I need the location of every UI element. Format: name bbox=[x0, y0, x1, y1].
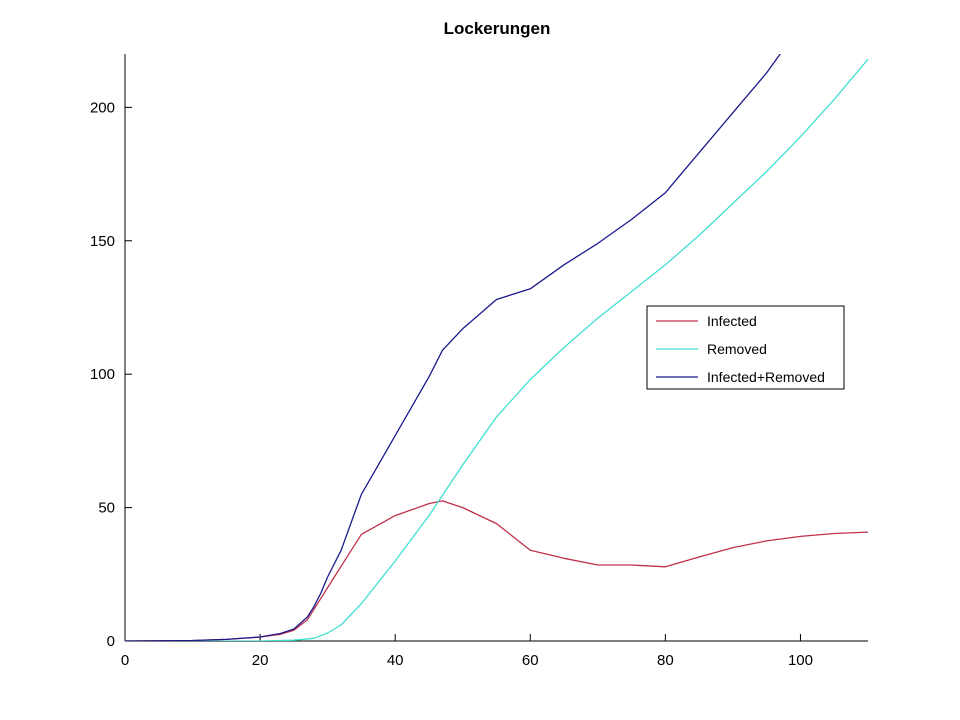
series-layer bbox=[125, 54, 868, 641]
y-tick-label: 200 bbox=[90, 99, 115, 116]
y-tick-label: 0 bbox=[107, 633, 115, 650]
x-tick-label: 20 bbox=[252, 652, 269, 669]
chart-title: Lockerungen bbox=[444, 19, 551, 38]
y-tick-label: 50 bbox=[98, 500, 115, 517]
legend: Infected Removed Infected+Removed bbox=[646, 305, 845, 390]
x-tick-label: 80 bbox=[657, 652, 674, 669]
y-tick-label: 100 bbox=[90, 366, 115, 383]
series-line-infected bbox=[125, 500, 868, 641]
x-tick-label: 100 bbox=[788, 652, 813, 669]
series-line-removed bbox=[125, 58, 868, 641]
legend-box bbox=[646, 305, 845, 390]
x-tick-label: 0 bbox=[121, 652, 129, 669]
axes: 0 20 40 60 80 100 0 50 100 150 200 bbox=[90, 54, 868, 669]
legend-label: Infected+Removed bbox=[707, 369, 825, 385]
legend-label: Removed bbox=[707, 341, 767, 357]
legend-label: Infected bbox=[707, 313, 757, 329]
x-tick-label: 40 bbox=[387, 652, 404, 669]
y-tick-label: 150 bbox=[90, 233, 115, 250]
x-tick-label: 60 bbox=[522, 652, 539, 669]
series-line-infected-removed bbox=[125, 54, 781, 641]
